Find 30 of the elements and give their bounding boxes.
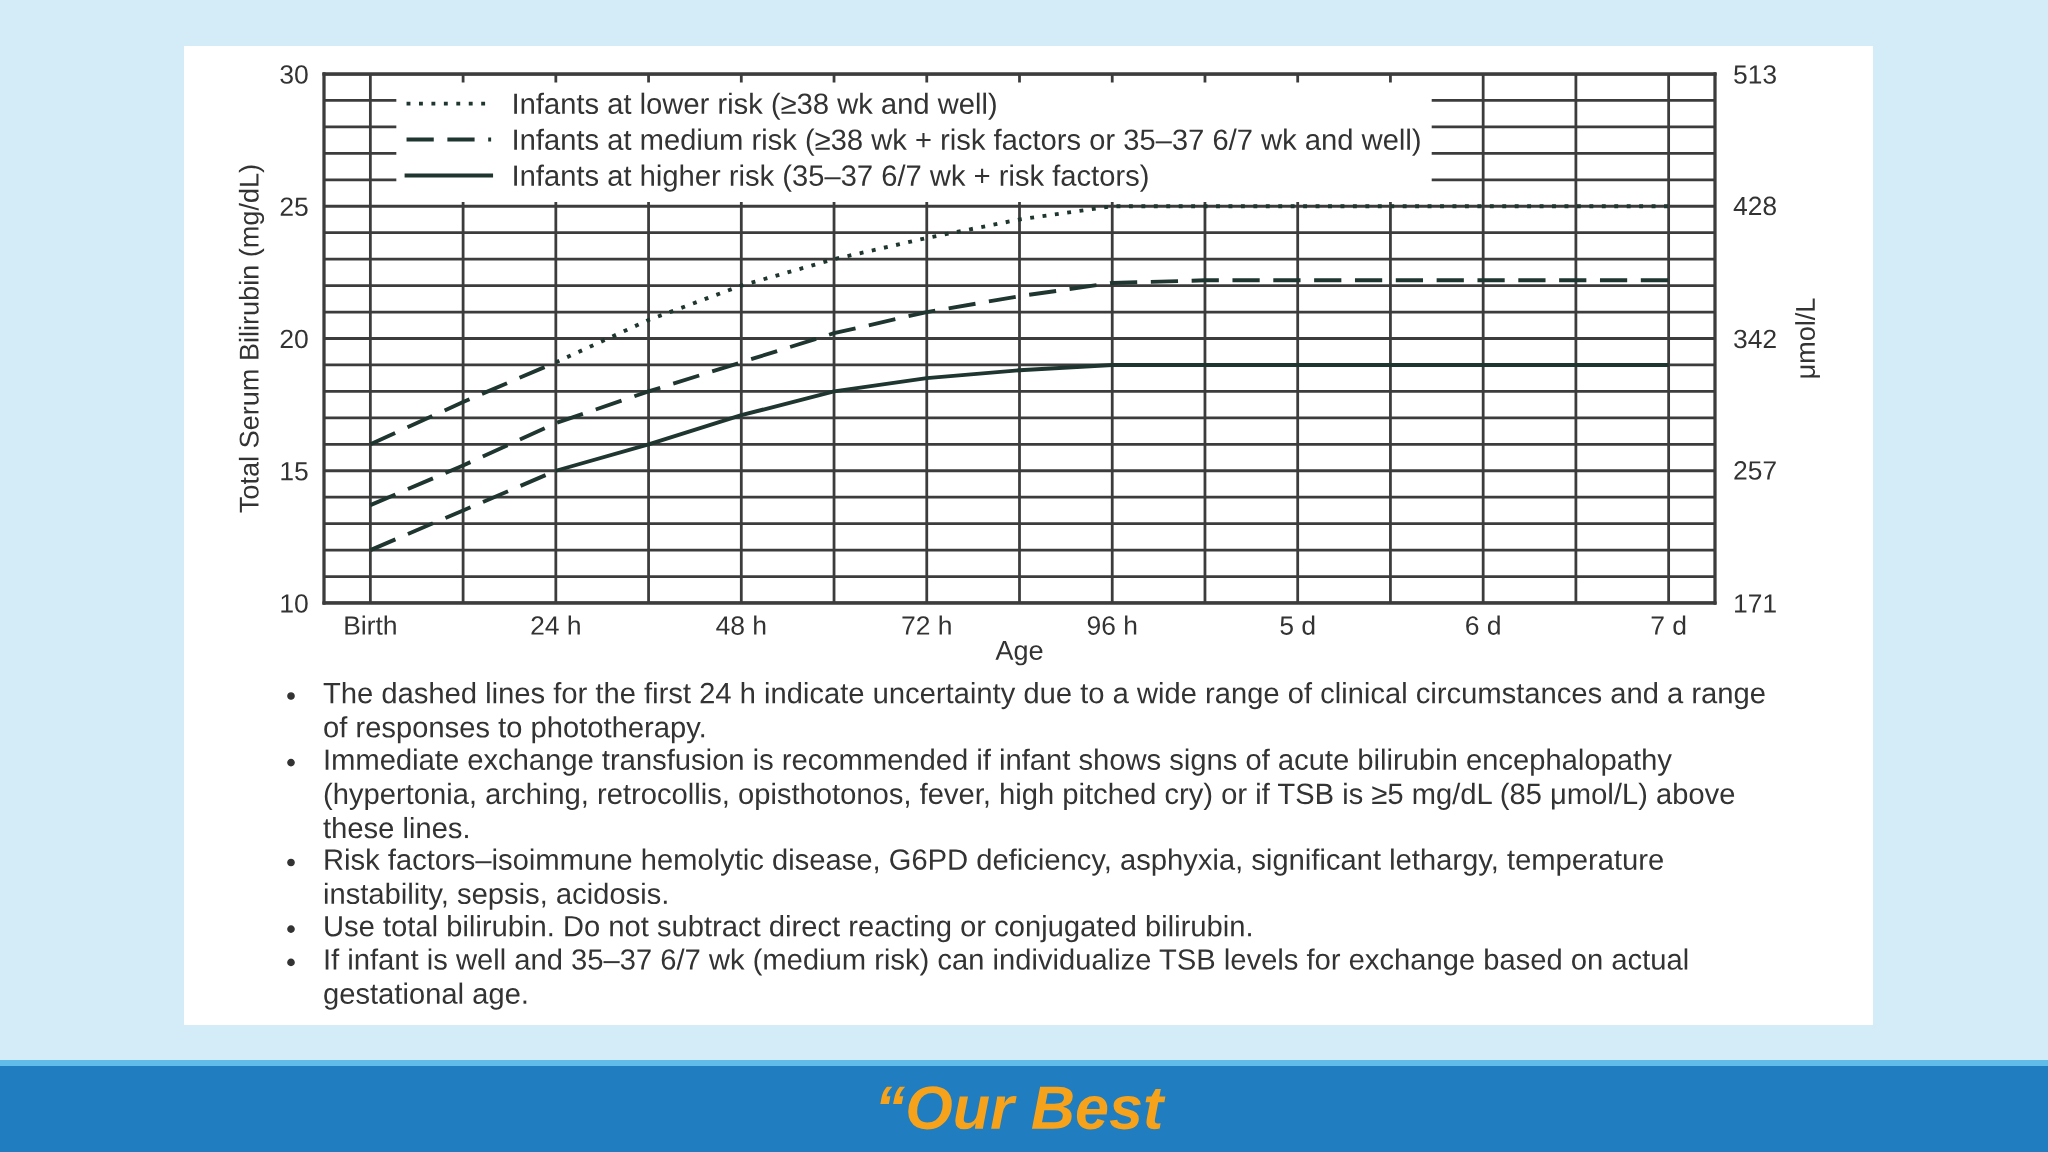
text: If infant is well and 35–37 6/7 wk (medium risk) can individualize TSB levels for exchange based on actual gestational age. — [324, 948, 1688, 1010]
y2-axis-title: μmol/L — [1795, 298, 1820, 378]
text: Risk factors–isoimmune hemolytic disease, G6PD deficiency, asphyxia, significant lethargy, temperature instability, sepsis, acidosis. — [324, 848, 1663, 910]
x-tick-label: 5 d — [1280, 615, 1315, 635]
x-tick-label: 6 d — [1466, 615, 1500, 635]
y-tick-label: 25 — [280, 197, 308, 217]
legend-label: Infants at higher risk (35–37 6/7 wk + risk factors) — [514, 164, 1148, 192]
y2-tick-label: 342 — [1734, 329, 1776, 349]
y2-tick-label: 428 — [1733, 196, 1776, 216]
x-tick-label: 96 h — [1087, 615, 1137, 635]
y-tick-label: 30 — [280, 65, 308, 84]
x-axis-title: Age — [995, 641, 1043, 666]
legend-label: Infants at medium risk (≥38 wk + risk factors or 35–37 6/7 wk and well) — [514, 128, 1420, 156]
x-tick-label: Birth — [345, 615, 396, 635]
x-tick-label: 72 h — [902, 615, 951, 635]
y-tick-label: 10 — [281, 594, 308, 613]
x-tick-label: 7 d — [1651, 615, 1686, 635]
text: Immediate exchange transfusion is recommended if infant shows signs of acute bilirubin encephalopathy (hypertonia, arching, retrocollis, opisthotonos, fever, high pitched cry) or if TSB is ≥5 mg/dL (85 μmol/L) above these lines. — [323, 748, 1735, 839]
y2-tick-label: 513 — [1734, 65, 1776, 84]
text: The dashed lines for the first 24 h indicate uncertainty due to a wide range of clinical circumstances and a range of responses to phototherapy. — [323, 682, 1765, 744]
y2-tick-label: 257 — [1734, 461, 1776, 480]
legend-label: Infants at lower risk (≥38 wk and well) — [514, 92, 996, 120]
x-tick-label: 24 h — [531, 615, 580, 635]
y2-tick-label: 171 — [1735, 594, 1776, 613]
text: “Our Best — [880, 1086, 1166, 1130]
y-axis-title: Total Serum Bilirubin (mg/dL) — [238, 165, 265, 513]
y-tick-label: 20 — [280, 329, 308, 349]
x-tick-label: 48 h — [716, 615, 766, 635]
y-tick-label: 15 — [281, 462, 308, 481]
text: Use total bilirubin. Do not subtract direct reacting or conjugated bilirubin. — [325, 915, 1251, 943]
